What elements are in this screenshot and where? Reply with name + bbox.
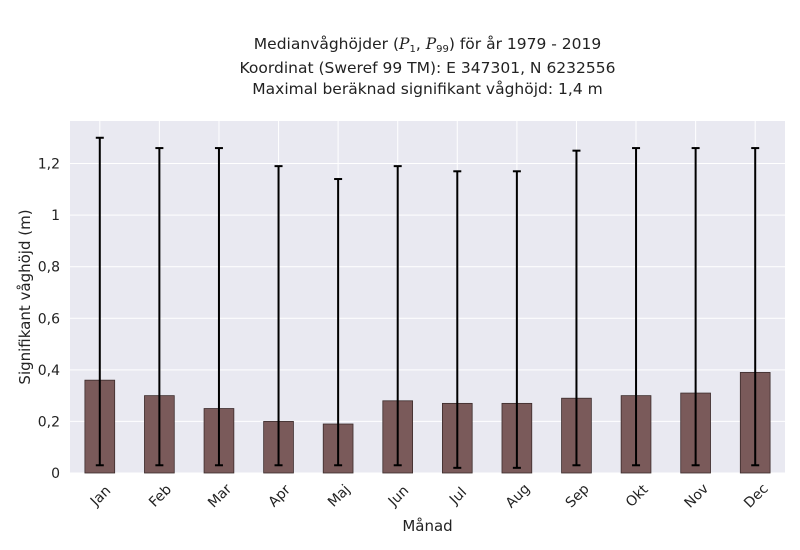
y-tick-label: 0,6 (38, 311, 60, 327)
p99-subscript: 99 (436, 44, 449, 55)
p1-subscript: 1 (409, 44, 416, 55)
x-tick-label: Okt (623, 481, 652, 510)
y-tick-label: 0,8 (38, 260, 60, 276)
y-tick-label: 0,2 (38, 414, 60, 430)
p1-symbol: P (399, 35, 410, 53)
y-tick-label: 0 (51, 466, 60, 482)
x-tick-label: Sep (563, 481, 593, 511)
plot-background (70, 121, 785, 473)
x-tick-label: Aug (503, 481, 534, 512)
chart-title-line-3: Maximal beräknad signifikant våghöjd: 1,… (252, 80, 603, 98)
title-separator: , (415, 35, 426, 53)
x-tick-label: Dec (741, 481, 771, 511)
x-axis-label: Månad (402, 517, 452, 535)
y-tick-label: 1,2 (38, 157, 60, 173)
x-tick-label: Feb (146, 482, 175, 511)
title-suffix: ) för år 1979 - 2019 (448, 35, 602, 53)
p99-symbol: P (425, 35, 437, 53)
x-tick-label: Jun (385, 483, 412, 510)
x-tick-label: Maj (325, 482, 354, 511)
x-tick-label: Apr (265, 482, 294, 511)
x-tick-label: Nov (681, 481, 712, 512)
chart-title-line-2: Koordinat (Sweref 99 TM): E 347301, N 62… (239, 59, 616, 77)
y-tick-label: 0,4 (38, 363, 60, 379)
x-tick-label: Mar (205, 481, 235, 511)
title-prefix: Medianvåghöjder ( (253, 35, 400, 53)
x-tick-label: Jul (446, 485, 470, 509)
chart-title-line-1: Medianvåghöjder (P1, P99) för år 1979 - … (70, 35, 785, 55)
x-tick-label: Jan (87, 483, 114, 510)
y-tick-label: 1 (51, 208, 60, 224)
y-axis-label: Signifikant våghöjd (m) (16, 209, 34, 384)
